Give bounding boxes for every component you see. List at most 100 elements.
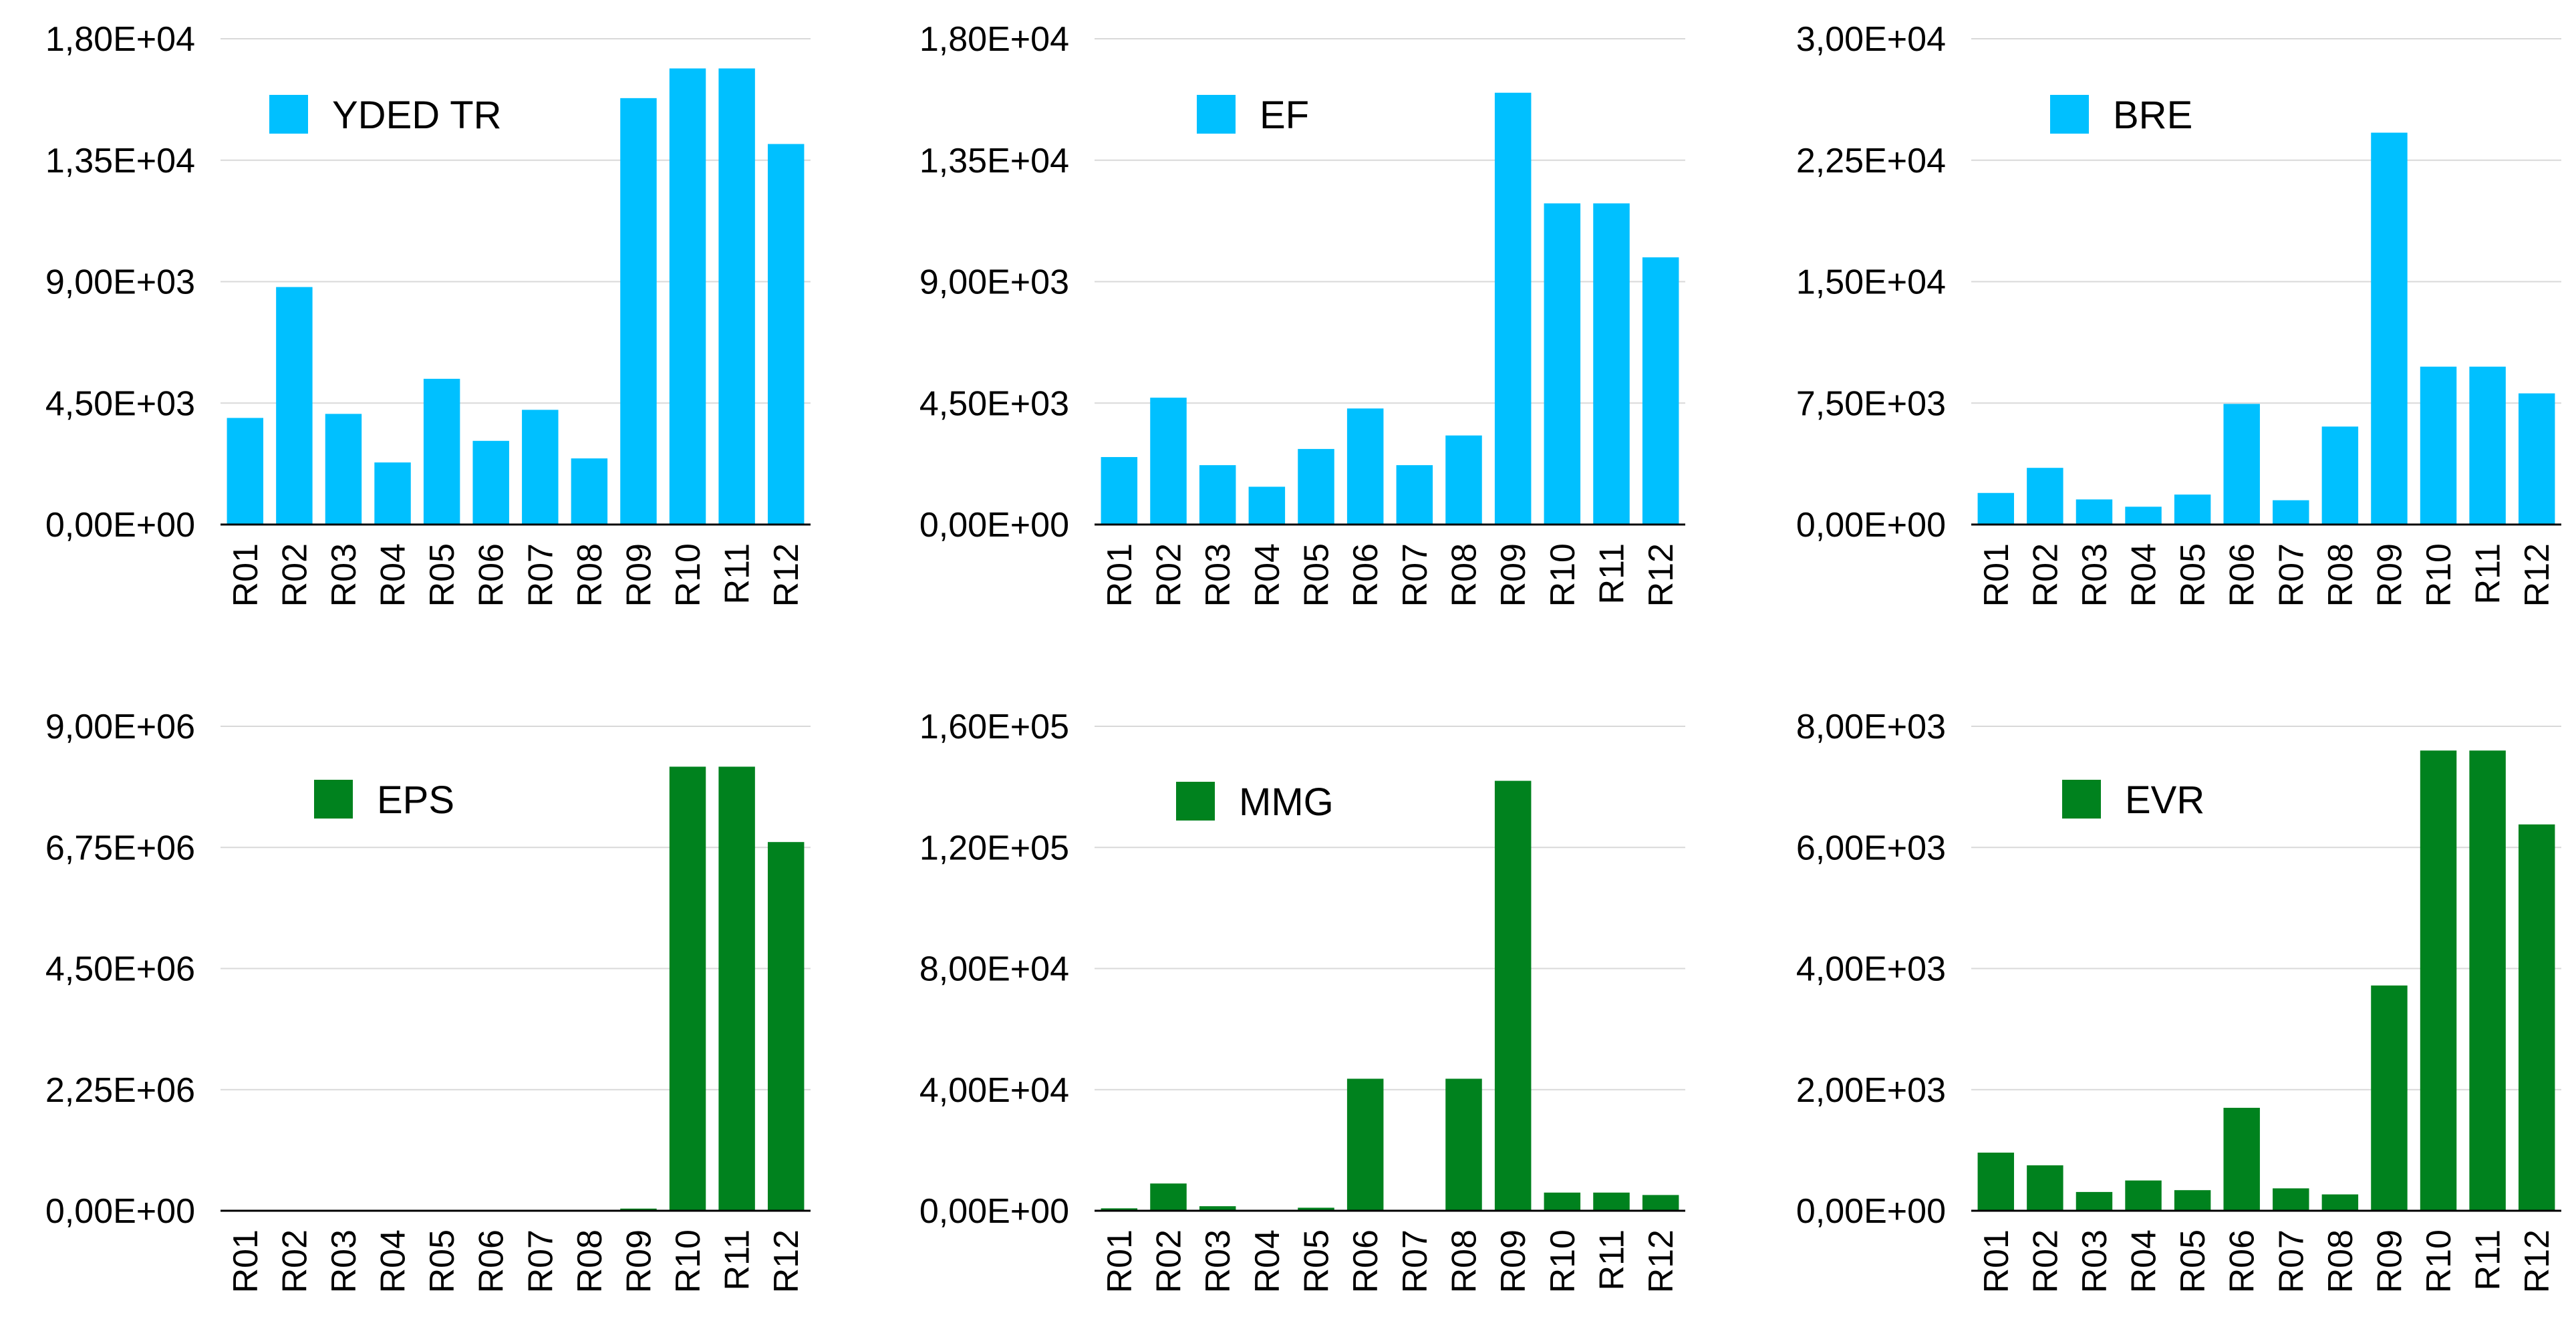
x-tick-label: R09 (2370, 543, 2409, 607)
x-tick-label: R11 (718, 1229, 757, 1291)
bar-r02 (1150, 398, 1187, 525)
x-tick-label: R05 (1298, 543, 1336, 607)
bar-r05 (423, 378, 460, 525)
x-tick-label: R02 (275, 1229, 314, 1293)
bar-r03 (1199, 1206, 1236, 1211)
x-tick-label: R02 (2026, 1229, 2065, 1293)
y-tick-label: 1,80E+04 (45, 20, 195, 59)
chart-panel-5: 0,00E+00 4,00E+04 8,00E+04 1,20E+05 1,60E+05… (919, 708, 1685, 1293)
y-tick-label: 7,50E+03 (1796, 384, 1946, 423)
bar-r02 (2027, 1165, 2063, 1211)
bar-r08 (2321, 426, 2359, 525)
y-tick-label: 3,00E+04 (1796, 20, 1946, 59)
legend-label: EPS (377, 778, 454, 822)
bar-r10 (1544, 1192, 1581, 1211)
x-tick-label: R12 (767, 543, 806, 607)
y-tick-label: 8,00E+04 (919, 950, 1069, 989)
x-tick-label: R04 (374, 543, 413, 607)
x-tick-label: R01 (1101, 1229, 1139, 1293)
bar-r12 (767, 842, 805, 1211)
bar-r08 (2321, 1194, 2359, 1211)
x-tick-label: R11 (2469, 1229, 2508, 1291)
bar-r01 (1977, 492, 2015, 525)
x-tick-label: R11 (718, 543, 757, 605)
x-tick-label: R02 (1150, 543, 1189, 607)
x-tick-label: R01 (227, 543, 265, 607)
bar-r04 (1248, 486, 1286, 525)
x-tick-label: R03 (2076, 1229, 2114, 1293)
x-tick-label: R08 (1445, 543, 1484, 607)
x-tick-label: R08 (571, 543, 609, 607)
bar-r09 (2371, 985, 2408, 1211)
legend-swatch (269, 95, 308, 134)
bar-r11 (2469, 366, 2506, 525)
x-tick-label: R10 (669, 543, 708, 607)
legend-swatch (314, 780, 353, 819)
y-tick-label: 1,80E+04 (919, 20, 1069, 59)
x-tick-label: R12 (1642, 1229, 1681, 1293)
bar-r10 (1544, 203, 1581, 525)
legend-label: EVR (2125, 778, 2204, 822)
x-tick-label: R01 (227, 1229, 265, 1293)
x-tick-label: R01 (1977, 543, 2016, 607)
bar-r05 (1298, 1207, 1334, 1211)
x-tick-label: R04 (1248, 1229, 1287, 1293)
bar-r03 (2076, 499, 2113, 525)
x-tick-label: R08 (571, 1229, 609, 1293)
legend-label: MMG (1239, 780, 1334, 824)
bar-r03 (325, 414, 362, 525)
x-tick-label: R02 (2026, 543, 2065, 607)
bar-r06 (1346, 408, 1384, 525)
x-tick-label: R03 (325, 1229, 364, 1293)
bar-r02 (2027, 468, 2063, 525)
bar-r10 (2420, 750, 2457, 1211)
x-tick-label: R02 (275, 543, 314, 607)
legend-swatch (2050, 95, 2089, 134)
bar-r09 (1494, 780, 1532, 1211)
y-tick-label: 0,00E+00 (45, 1192, 195, 1231)
bar-r09 (620, 98, 657, 525)
x-tick-label: R07 (2272, 1229, 2311, 1293)
bar-r12 (1642, 1195, 1679, 1211)
bar-r05 (1298, 448, 1334, 525)
y-tick-label: 1,20E+05 (919, 829, 1069, 867)
bar-r08 (1445, 1078, 1482, 1211)
y-tick-label: 1,50E+04 (1796, 263, 1946, 302)
x-tick-label: R05 (1298, 1229, 1336, 1293)
x-tick-label: R07 (521, 543, 560, 607)
bar-r10 (669, 68, 706, 525)
x-tick-label: R03 (325, 543, 364, 607)
x-tick-label: R12 (767, 1229, 806, 1293)
bar-r08 (571, 458, 608, 525)
y-tick-label: 4,50E+06 (45, 950, 195, 989)
bar-r08 (1445, 435, 1482, 525)
x-tick-label: R11 (1593, 1229, 1632, 1291)
bar-r07 (522, 410, 559, 525)
bar-r02 (1150, 1183, 1187, 1211)
bar-r01 (1101, 1208, 1138, 1211)
x-tick-label: R10 (1544, 1229, 1582, 1293)
y-tick-label: 2,25E+04 (1796, 142, 1946, 180)
y-tick-label: 2,25E+06 (45, 1071, 195, 1110)
legend-swatch (1197, 95, 1236, 134)
x-tick-label: R09 (1494, 543, 1533, 607)
bar-r01 (227, 418, 264, 525)
x-tick-label: R09 (2370, 1229, 2409, 1293)
x-tick-label: R10 (2420, 543, 2458, 607)
x-tick-label: R12 (1642, 543, 1681, 607)
y-tick-label: 1,35E+04 (45, 142, 195, 180)
chart-panel-1: 0,00E+00 4,50E+03 9,00E+03 1,35E+04 1,80E+04… (45, 20, 811, 607)
x-tick-label: R06 (2223, 1229, 2262, 1293)
x-tick-label: R06 (1346, 543, 1385, 607)
bar-r06 (472, 440, 509, 525)
legend-label: EF (1260, 94, 1309, 137)
bar-r12 (2518, 393, 2555, 525)
y-tick-label: 0,00E+00 (919, 1192, 1069, 1231)
y-tick-label: 9,00E+03 (45, 263, 195, 302)
bar-r01 (1101, 457, 1138, 525)
x-tick-label: R07 (521, 1229, 560, 1293)
x-tick-label: R05 (423, 1229, 462, 1293)
x-tick-label: R05 (2174, 543, 2212, 607)
bar-r05 (2174, 494, 2211, 525)
